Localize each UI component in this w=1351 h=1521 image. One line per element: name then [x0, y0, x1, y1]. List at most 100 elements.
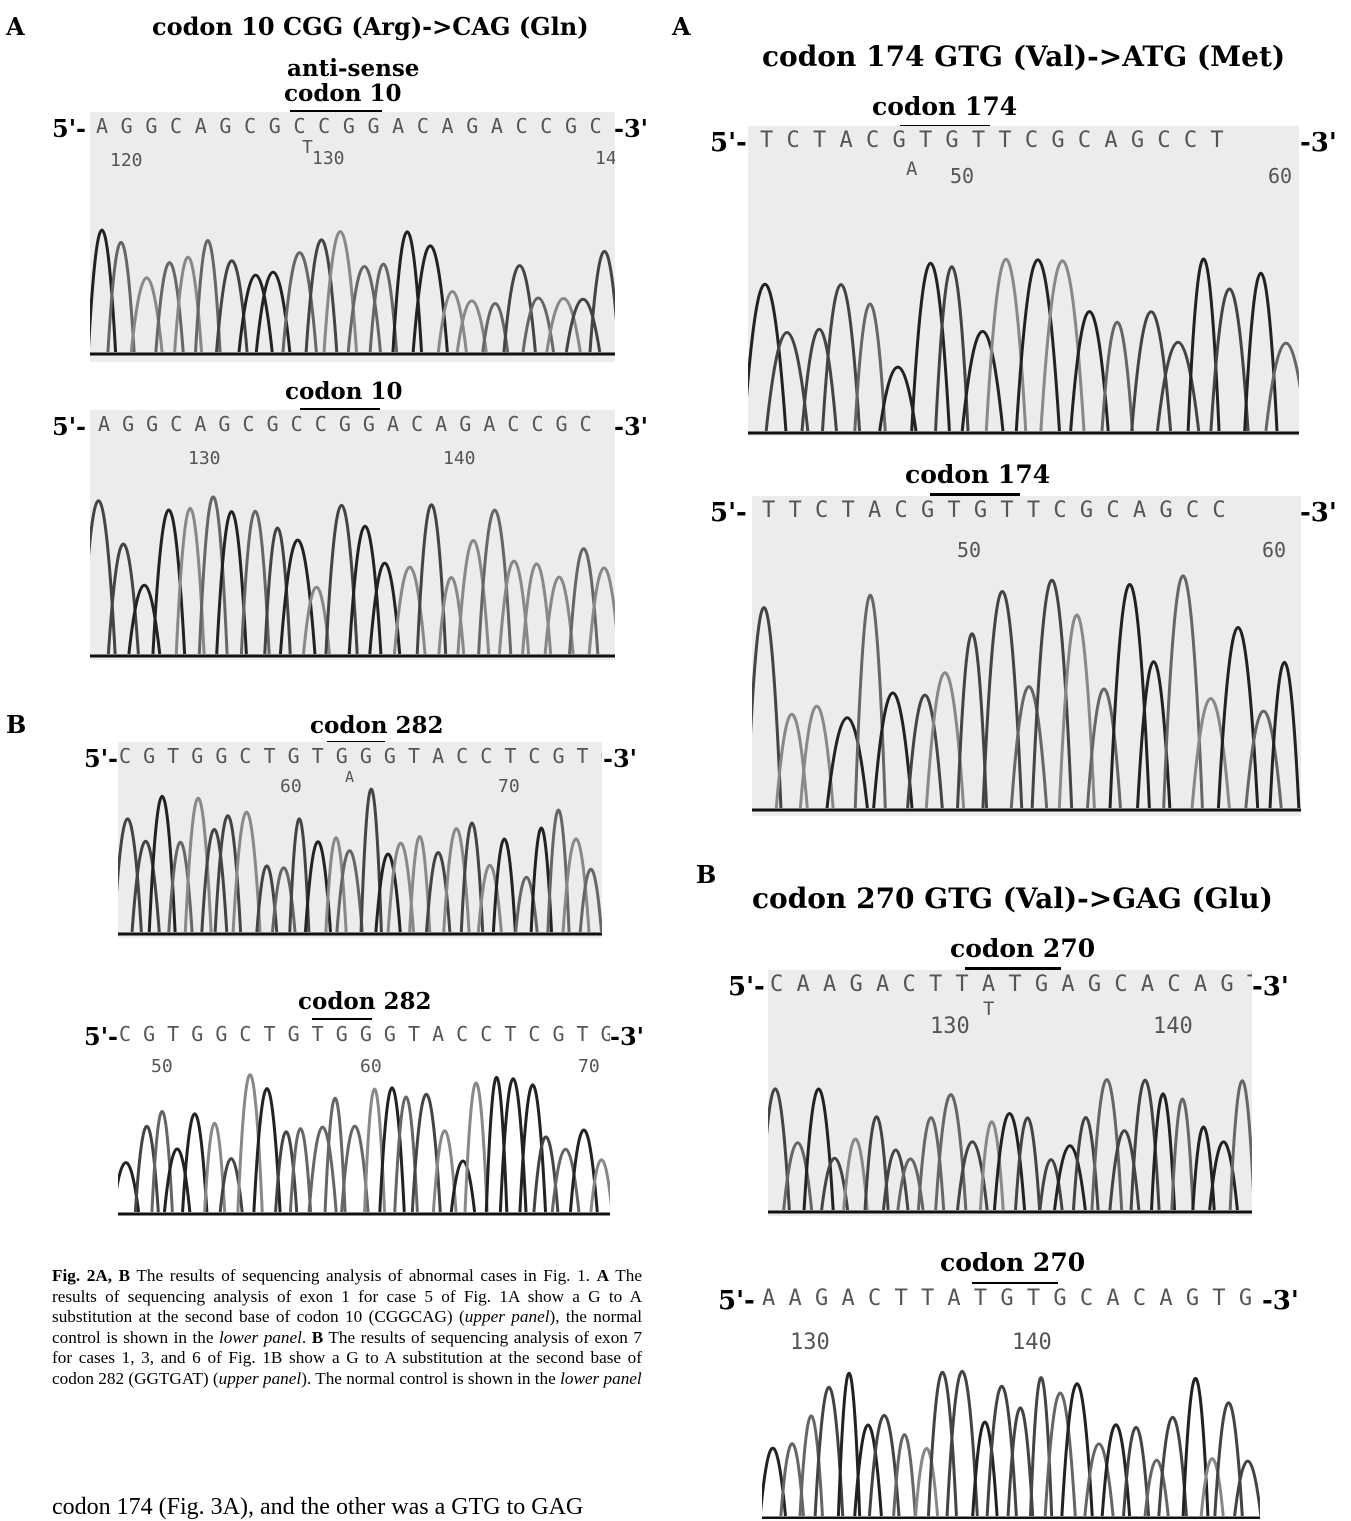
title-codon-174: codon 174 GTG (Val)->ATG (Met)	[762, 40, 1286, 73]
trace-peak	[1209, 287, 1250, 432]
mutation-base: T	[302, 137, 313, 158]
trace-peak	[147, 794, 177, 933]
trace-peak	[368, 561, 402, 655]
position-50: 50	[950, 164, 975, 188]
trace-peak	[752, 606, 783, 809]
sequence: A G G C A G C G C C G G A C A G A C C G …	[98, 412, 592, 436]
trace-peak	[514, 876, 539, 933]
caption-lead: Fig. 2A, B	[52, 1266, 131, 1285]
caption-italic: lower panel	[560, 1368, 642, 1388]
trace-peak	[1014, 1116, 1042, 1211]
mutation-base: T	[983, 998, 995, 1020]
chromatogram-codon-10: A G G C A G C G C C G G A C A G A C C G …	[90, 410, 615, 660]
body-text-line: codon 174 (Fig. 3A), and the other was a…	[52, 1494, 584, 1520]
trace-peak	[90, 499, 117, 655]
trace-peak	[798, 704, 835, 809]
header-codon-282-mutant: codon 282	[310, 712, 444, 739]
caption-text: The results of sequencing analysis of ex…	[52, 1327, 642, 1388]
trace-peak	[768, 1087, 791, 1211]
trace-peak	[813, 1386, 845, 1517]
trace-peak	[411, 244, 449, 353]
trace-peak	[455, 299, 488, 353]
trace-peak	[106, 542, 140, 655]
header-codon-174-mutant: codon 174	[872, 92, 1018, 121]
trace-peak	[748, 283, 788, 432]
trace-peak	[1233, 1460, 1260, 1517]
position-130: 130	[930, 1014, 970, 1039]
trace-peak	[992, 1112, 1027, 1211]
chromatogram-codon-282: C G T G G C T G T G G G T A C C T C G T …	[118, 1020, 610, 1216]
position-140: 14	[595, 148, 615, 169]
five-prime-label: 5'-	[52, 114, 87, 143]
three-prime-label: -3'	[614, 114, 649, 143]
trace-peak	[1143, 1458, 1170, 1517]
trace-peak	[1264, 341, 1299, 432]
trace-peak	[892, 1433, 917, 1517]
trace-peak	[239, 509, 271, 655]
trace-peak	[442, 827, 471, 933]
position-60: 60	[1262, 538, 1287, 562]
sequence: T T C T A C G T G T T C G C A G C C	[762, 498, 1226, 523]
five-prime-label: 5'-	[710, 498, 747, 528]
trace-peak	[588, 250, 615, 353]
trace-peak	[502, 264, 537, 353]
trace-peak	[1006, 1406, 1035, 1517]
codon-bar	[965, 967, 1061, 970]
trace-peak	[1100, 320, 1134, 432]
position-60: 60	[280, 776, 302, 797]
trace-peak	[167, 840, 194, 933]
chromatogram-codon-270-mutant: C A A G A C T T A T G A G C A C A G T G …	[768, 970, 1252, 1216]
trace-peak	[281, 251, 318, 353]
three-prime-label: -3'	[614, 412, 649, 441]
trace-peak	[798, 1414, 824, 1517]
codon-bar	[972, 1282, 1058, 1285]
trace-peak	[1186, 257, 1221, 432]
trace-peak	[1108, 583, 1151, 809]
trace-peak	[278, 538, 317, 655]
mutation-base: A	[906, 158, 918, 180]
trace-peak	[307, 1125, 338, 1213]
trace-peak	[1038, 1158, 1064, 1211]
caption-A: A	[596, 1266, 609, 1285]
trace-peak	[378, 1086, 406, 1213]
chromatogram-codon-282-mutant: C G T G G C T G T G G G T A C C T C G T …	[118, 742, 602, 938]
trace-peak	[872, 691, 914, 809]
trace-peak	[368, 262, 399, 353]
trace-peak	[782, 1141, 814, 1211]
position-70: 70	[498, 776, 520, 797]
trace-peak	[1228, 1079, 1252, 1211]
trace-peak	[231, 810, 262, 933]
trace-peak	[1216, 626, 1260, 809]
trace-peak	[842, 1137, 869, 1211]
five-prime-label: 5'-	[718, 1286, 755, 1316]
trace-peak	[1057, 613, 1096, 809]
trace-peak	[324, 504, 359, 655]
trace-peak	[463, 1081, 489, 1213]
trace-peak	[878, 365, 918, 432]
trace-peak	[1199, 1457, 1225, 1517]
sequence: C A A G A C T T A T G A G C A C A G T G …	[770, 972, 1252, 997]
trace-peak	[853, 1423, 883, 1517]
position-50: 50	[957, 538, 982, 562]
trace-peak	[916, 1116, 946, 1211]
trace-peak	[252, 1087, 282, 1213]
trace-peak	[934, 265, 970, 432]
codon-bar	[312, 1018, 372, 1021]
figure-caption: Fig. 2A, B The results of sequencing ana…	[52, 1266, 642, 1389]
trace-peak	[867, 1414, 901, 1517]
position-140: 140	[443, 448, 476, 469]
chromatogram-codon-10-antisense: A G G C A G C G C C G G A C A G A C C G …	[90, 112, 615, 362]
trace-peak	[106, 240, 136, 353]
chromatogram-codon-174: T T C T A C G T G T T C G C A G C C 50 6…	[752, 496, 1301, 816]
trace-peak	[197, 495, 229, 655]
trace-peak	[459, 821, 485, 933]
position-60: 60	[1268, 164, 1293, 188]
trace-codon-174	[752, 574, 1301, 812]
trace-peak	[578, 867, 602, 933]
title-codon-270: codon 270 GTG (Val)->GAG (Glu)	[752, 882, 1273, 915]
trace-peak	[568, 1128, 599, 1213]
trace-peak	[1043, 1391, 1077, 1517]
trace-peak	[374, 852, 402, 933]
trace-peak	[323, 1096, 347, 1213]
trace-peak	[564, 298, 602, 353]
